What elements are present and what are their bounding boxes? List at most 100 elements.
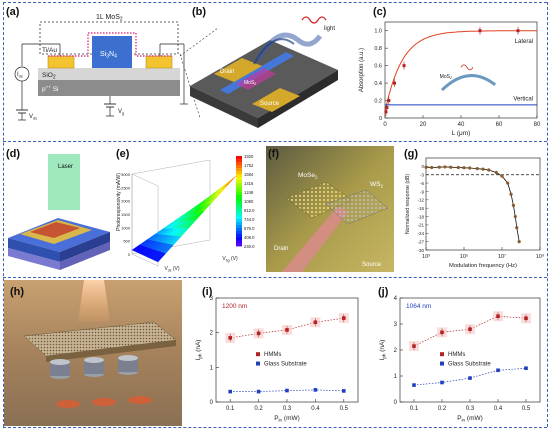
panel-b: (b) light Drain Source MoS2 — [170, 0, 345, 140]
svg-text:Vds: Vds — [29, 114, 37, 121]
response-point — [506, 181, 510, 185]
y-tick-label: -30 — [417, 248, 424, 253]
divider-left — [3, 2, 4, 427]
x-axis-label: Pin (mW) — [457, 415, 483, 423]
x-tick-label: 0.1 — [410, 406, 419, 412]
panel-d: (d) Laser — [0, 142, 115, 276]
colorbar-segment — [236, 216, 242, 220]
y-tick-label: -12 — [417, 198, 424, 203]
colorbar-segment — [236, 186, 242, 190]
response-point — [443, 165, 447, 169]
colorbar-segment — [236, 201, 242, 205]
legend-label-0: HMMs — [264, 352, 281, 358]
x-axis-label: L (μm) — [452, 130, 471, 137]
layer-label-oxide: SiO — [42, 72, 53, 79]
hmm-point — [313, 320, 318, 325]
frequency-response-chart: 10³ 10⁵ 10⁷ 10⁹ 0 -3 -6 -9 -12 -15 -18 -21 -24 -27 -30… — [405, 157, 544, 269]
z-tick-label: 0 — [128, 252, 131, 257]
response-point — [494, 170, 498, 175]
colorbar-segment — [236, 240, 242, 244]
colorbar-tick-label: 1752 — [244, 163, 254, 168]
mos2-region-outline — [39, 21, 179, 55]
y-tick-label: 1 — [210, 365, 214, 371]
response-point — [424, 165, 428, 169]
colorbar-tick-label: 744.0 — [244, 217, 255, 222]
z-tick-label: 1500 — [121, 212, 131, 217]
y-tick-label: 2 — [394, 348, 398, 354]
y-tick-label: -18 — [417, 214, 424, 219]
hmm-point — [228, 336, 232, 340]
heterostructure-3d-f: MoSe2 WS2 Drain Source — [266, 146, 394, 272]
chip-side-right — [258, 70, 338, 128]
lateral-legend: Lateral — [515, 39, 533, 45]
divider-right — [547, 2, 548, 427]
drain-label: Drain — [220, 69, 234, 75]
x-tick-label: 40 — [458, 122, 465, 128]
x-tick-label: 0.3 — [466, 406, 475, 412]
mos2-label-b: MoS — [244, 80, 255, 86]
panel-j: (j) 0.1 0.2 0.3 0.4 0.5 0 1 2 3 4 Pin (mW) Iph (nA)… — [366, 280, 548, 426]
panel-i: (i) 0.1 0.2 0.3 0.4 0.5 0 1 2 3 Pin (mW) Iph (nA) 1… — [182, 280, 366, 426]
z-tick-label: 1000 — [121, 225, 131, 230]
colorbar-segment — [236, 210, 242, 214]
response-point — [487, 168, 491, 172]
colorbar-tick-label: 576.0 — [244, 226, 255, 231]
x-axis-label: Vds (V) — [164, 266, 179, 272]
y-tick-label: 2 — [210, 331, 214, 337]
layer-label-core: Si — [100, 51, 107, 58]
colorbar-segment — [236, 234, 242, 238]
colorbar-segment — [236, 225, 242, 229]
lateral-point — [385, 106, 389, 110]
y-tick-label: 0.6 — [374, 64, 382, 70]
inset-mos2-label: MoS2 — [440, 74, 452, 80]
legend-label-0: HMMs — [448, 352, 465, 358]
x-tick-label: 0.4 — [494, 406, 503, 412]
colorbar-segment — [236, 222, 242, 226]
x-tick-label: 0.1 — [226, 406, 235, 412]
layer-side-b — [60, 232, 110, 262]
x-tick-label: 0 — [383, 122, 387, 128]
wavelength-label: 1200 nm — [222, 303, 247, 310]
y-tick-label: 1 — [394, 374, 398, 380]
x-tick-label: 60 — [496, 122, 503, 128]
lateral-point — [402, 64, 406, 68]
ws2-lattice — [325, 189, 389, 225]
hmm-point — [342, 316, 346, 320]
y-tick-label: 0 — [421, 164, 424, 169]
series-line-1 — [230, 389, 344, 392]
layer-side-a — [8, 238, 60, 262]
response-point — [462, 166, 466, 170]
photoresponsivity-surface: 3000 2500 2000 1500 1000 500 0 Photoresponsivit… — [116, 154, 255, 272]
layer-label-substrate: p — [42, 86, 46, 93]
source-electrode — [252, 88, 300, 112]
colorbar-tick-label: 408.0 — [244, 235, 255, 240]
legend-marker-1 — [256, 361, 260, 366]
legend-label-1: Glass Substrate — [264, 362, 307, 368]
colorbar-tick-label: 240.0 — [244, 244, 255, 249]
series-line-0 — [413, 315, 527, 347]
light-label: light — [324, 26, 335, 32]
glass-point — [285, 388, 289, 393]
panel-e: (e) 3000 2500 2000 1500 1000 500 0 Photorespons… — [112, 142, 260, 276]
colorbar-segment — [236, 171, 242, 175]
y-axis-label: Absorption (a.u.) — [359, 48, 365, 92]
absorption-chart: 0 20 40 60 80 0 0.2 0.4 0.6 0.8 1.0 L (μm) Absorptio… — [359, 21, 541, 137]
hmm-point — [496, 314, 500, 318]
plot-frame-j — [399, 297, 541, 403]
glass-point — [228, 389, 232, 394]
si3n4-core — [92, 36, 132, 68]
circuit-label-ids: I — [17, 72, 19, 78]
mos2-layer — [48, 32, 172, 57]
photocurrent-chart-1200: 0.1 0.2 0.3 0.4 0.5 0 1 2 3 Pin (mW) Iph (nA) 1200 … — [195, 296, 359, 423]
glass-point — [468, 376, 472, 380]
z-tick-label: 3000 — [121, 172, 131, 177]
panel-g: (g) 10³ 10⁵ 10⁷ 10⁹ 0 -3 -6 -9 -12 -15 -18 -21 -24 -2… — [396, 142, 546, 276]
waveguide — [282, 206, 348, 272]
plot-frame-g — [425, 157, 541, 251]
y-tick-label: -21 — [417, 223, 424, 228]
y-tick-label: 0.2 — [374, 99, 382, 105]
colorbar-segment — [236, 219, 242, 223]
y-tick-label: -27 — [417, 239, 424, 244]
oxide-layer — [38, 68, 180, 80]
